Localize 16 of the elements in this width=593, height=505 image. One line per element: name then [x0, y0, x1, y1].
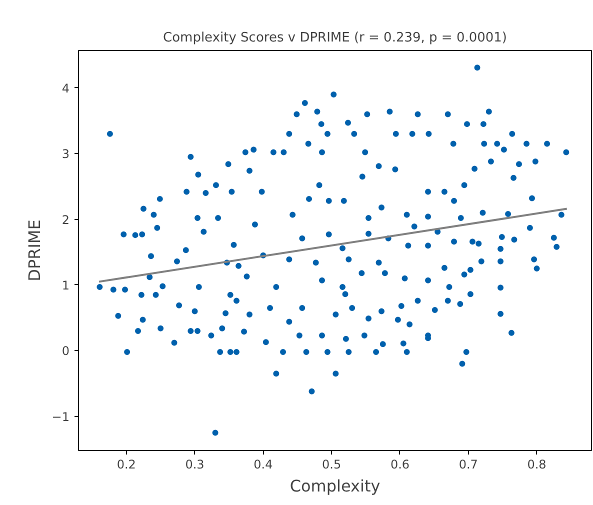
x-tick-label: 0.5	[322, 458, 342, 472]
x-tick-label: 0.7	[458, 458, 478, 472]
x-tick-label: 0.6	[390, 458, 410, 472]
y-tick-label: 4	[62, 81, 70, 96]
y-tick-label: −1	[52, 410, 70, 424]
y-tick-label: 2	[62, 212, 70, 227]
y-tick-label: 1	[62, 278, 70, 292]
x-axis-title: Complexity	[290, 476, 380, 496]
y-tick-label: 0	[62, 344, 70, 358]
y-tick-label: 3	[62, 147, 70, 162]
x-tick-label: 0.2	[116, 458, 136, 472]
x-tick-label: 0.8	[527, 458, 546, 472]
chart-title: Complexity Scores v DPRIME (r = 0.239, p = 0.0001)	[163, 30, 507, 46]
x-tick-label: 0.3	[185, 458, 204, 472]
x-tick-label: 0.4	[254, 458, 273, 472]
y-axis-title: DPRIME	[24, 220, 44, 282]
